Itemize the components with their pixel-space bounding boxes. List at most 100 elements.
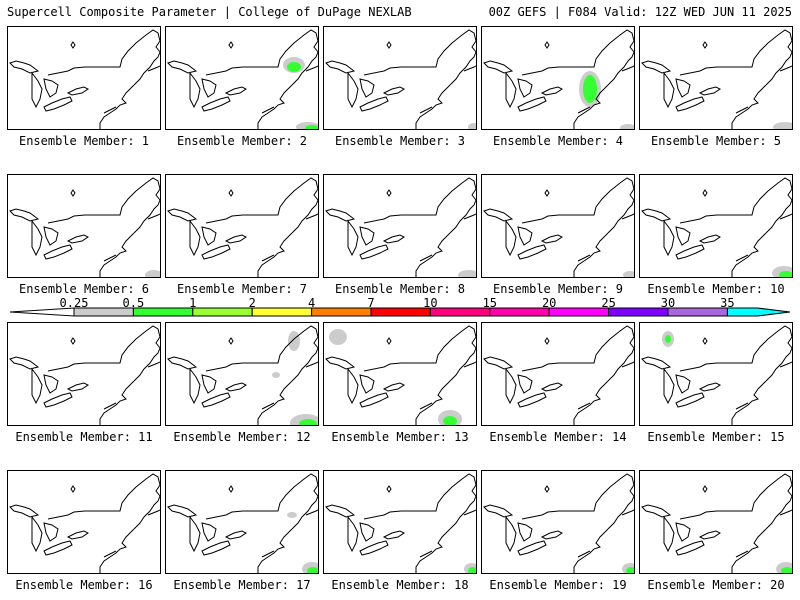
map-boundary-line — [675, 540, 705, 556]
map-boundary-line — [363, 29, 476, 86]
scp-contour-fill — [272, 372, 280, 378]
map-boundary-line — [359, 540, 389, 556]
map-boundary-line — [675, 522, 691, 542]
colorbar-segment — [608, 307, 669, 317]
map-boundary-line — [66, 382, 89, 392]
map-boundary-line — [675, 392, 705, 408]
map-boundary-line — [517, 226, 533, 246]
map-boundary-line — [621, 509, 634, 516]
map-boundary-line — [540, 382, 563, 392]
page-title: Supercell Composite Parameter | College … — [7, 5, 412, 19]
ensemble-member-label: Ensemble Member: 1 — [18, 134, 150, 148]
ensemble-member-label: Ensemble Member: 20 — [647, 578, 785, 592]
map-boundary-line — [43, 522, 59, 542]
map-boundary-line — [167, 504, 198, 518]
ensemble-map-panel — [639, 470, 793, 574]
map-boundary-line — [99, 380, 135, 425]
map-boundary-line — [679, 177, 792, 234]
map-boundary-line — [641, 356, 672, 370]
map-boundary-line — [463, 65, 476, 72]
ensemble-map-panel — [165, 174, 319, 278]
map-boundary-line — [257, 232, 293, 277]
map-boundary-line — [779, 361, 792, 368]
map-boundary-line — [201, 78, 217, 98]
ensemble-member-label: Ensemble Member: 7 — [176, 282, 308, 296]
scp-contour-fill — [583, 75, 597, 103]
map-boundary-line — [641, 208, 672, 222]
map-boundary-line — [517, 540, 547, 556]
map-boundary-line — [779, 213, 792, 220]
map-boundary-line — [483, 60, 514, 74]
map-boundary-line — [505, 71, 517, 109]
map-boundary-line — [663, 219, 675, 257]
map-boundary-line — [66, 234, 89, 244]
map-boundary-line — [540, 86, 563, 96]
map-boundary-line — [698, 234, 721, 244]
map-boundary-line — [415, 232, 451, 277]
map-boundary-line — [167, 208, 198, 222]
map-boundary-line — [540, 234, 563, 244]
map-boundary-line — [577, 550, 591, 558]
map-canvas — [9, 325, 160, 425]
map-boundary-line — [66, 530, 89, 540]
map-boundary-line — [257, 84, 293, 129]
colorbar-segment — [548, 307, 610, 317]
map-boundary-line — [363, 325, 476, 382]
scp-contour-fill — [288, 331, 300, 351]
map-canvas — [9, 29, 160, 129]
station-marker-icon — [702, 189, 708, 197]
map-boundary-line — [347, 367, 359, 405]
map-canvas — [325, 473, 476, 573]
map-boundary-line — [205, 325, 318, 382]
colorbar-tick-label: 0.5 — [122, 296, 145, 310]
map-boundary-line — [9, 208, 40, 222]
map-boundary-line — [31, 515, 43, 553]
map-boundary-line — [43, 244, 73, 260]
map-boundary-line — [505, 515, 517, 553]
colorbar-segment — [489, 307, 550, 317]
map-boundary-line — [735, 550, 749, 558]
map-boundary-line — [201, 540, 231, 556]
map-boundary-line — [167, 356, 198, 370]
station-marker-icon — [70, 337, 76, 345]
ensemble-member-label: Ensemble Member: 4 — [492, 134, 624, 148]
scp-contour-fill — [665, 335, 671, 343]
scp-contour-fill — [287, 62, 301, 72]
map-canvas — [325, 29, 476, 129]
scp-contour-fill — [623, 271, 634, 277]
ensemble-member-label: Ensemble Member: 8 — [334, 282, 466, 296]
map-boundary-line — [147, 361, 160, 368]
map-boundary-line — [698, 382, 721, 392]
station-marker-icon — [228, 189, 234, 197]
map-boundary-line — [261, 550, 275, 558]
map-boundary-line — [224, 530, 247, 540]
ensemble-map-panel — [165, 26, 319, 130]
map-canvas — [641, 29, 792, 129]
station-marker-icon — [544, 41, 550, 49]
map-boundary-line — [43, 540, 73, 556]
colorbar-tick-label: 7 — [367, 296, 375, 310]
ensemble-member-label: Ensemble Member: 5 — [650, 134, 782, 148]
map-boundary-line — [325, 356, 356, 370]
ensemble-map-panel — [323, 26, 477, 130]
map-boundary-line — [505, 367, 517, 405]
map-boundary-line — [675, 78, 691, 98]
map-boundary-line — [577, 254, 591, 262]
map-boundary-line — [359, 392, 389, 408]
map-boundary-line — [359, 244, 389, 260]
ensemble-member-label: Ensemble Member: 2 — [176, 134, 308, 148]
map-boundary-line — [735, 106, 749, 114]
map-boundary-line — [621, 361, 634, 368]
ensemble-member-label: Ensemble Member: 10 — [647, 282, 785, 296]
map-boundary-line — [189, 219, 201, 257]
ensemble-map-panel — [481, 26, 635, 130]
map-boundary-line — [205, 177, 318, 234]
map-boundary-line — [517, 244, 547, 260]
colorbar-tick-label: 2 — [248, 296, 256, 310]
map-boundary-line — [463, 213, 476, 220]
map-boundary-line — [201, 392, 231, 408]
map-boundary-line — [147, 509, 160, 516]
color-scale-bar — [9, 307, 791, 317]
map-boundary-line — [43, 374, 59, 394]
map-boundary-line — [147, 65, 160, 72]
